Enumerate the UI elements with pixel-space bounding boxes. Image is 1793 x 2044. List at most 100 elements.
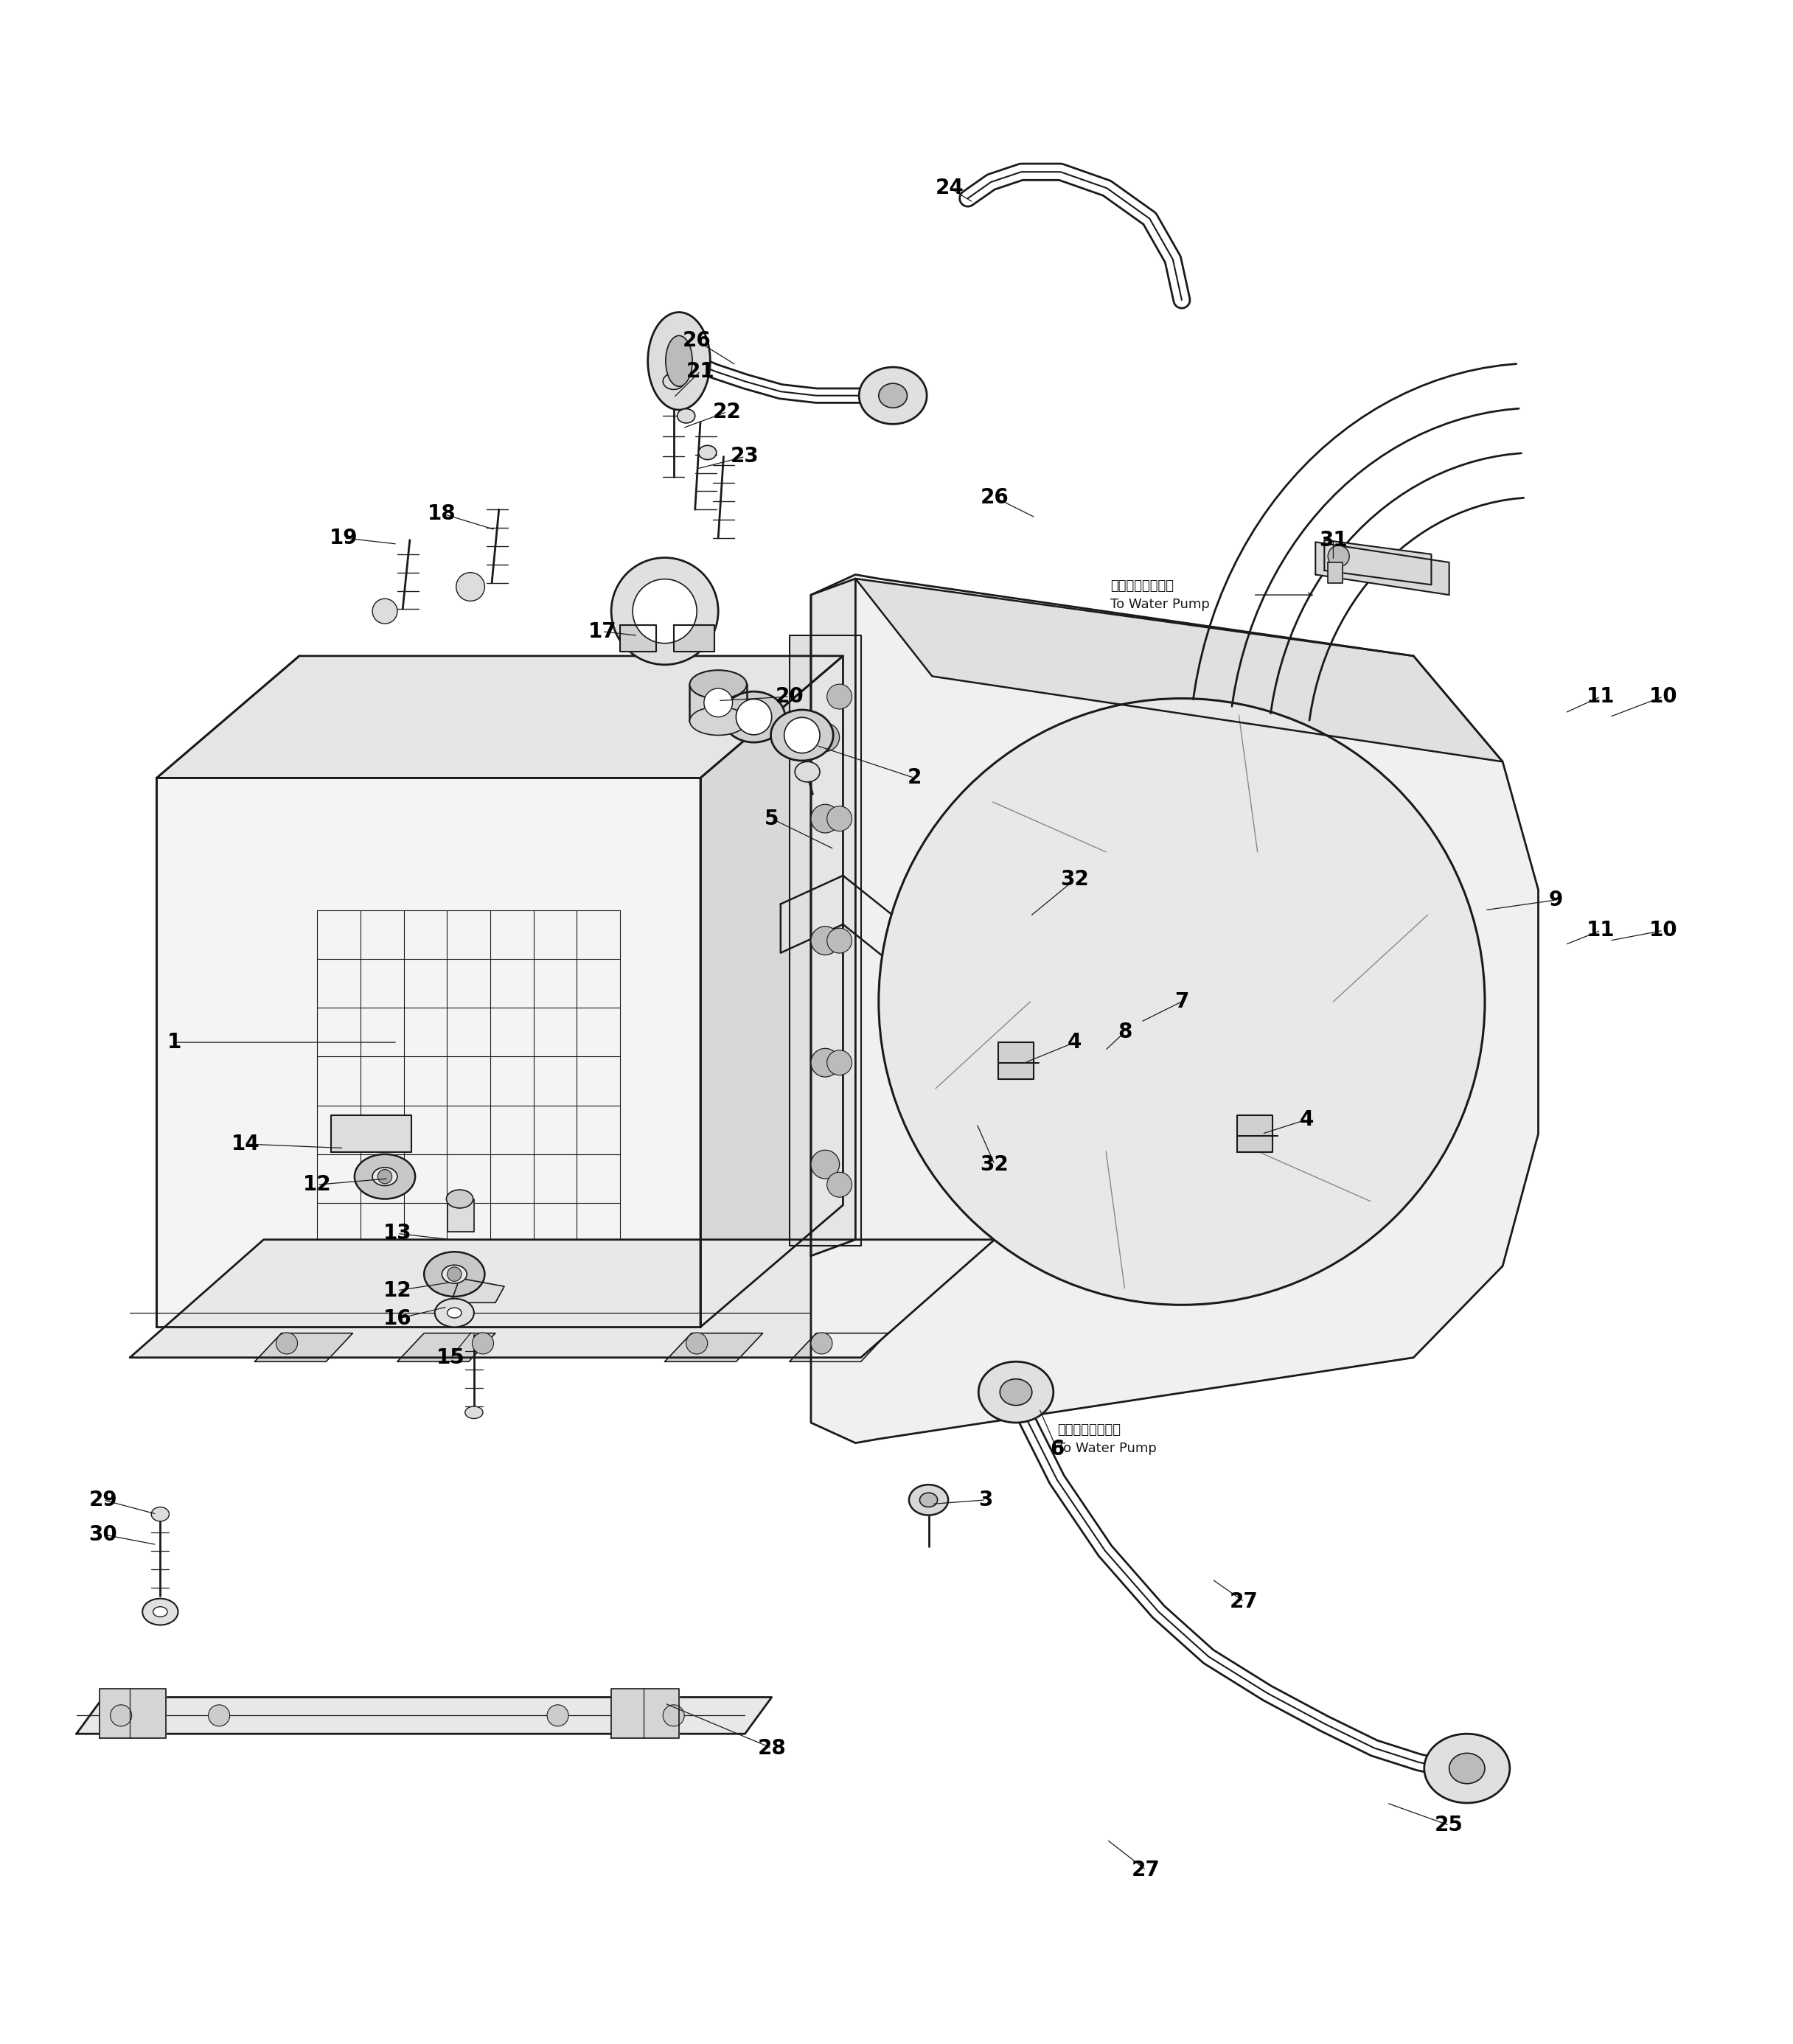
Polygon shape (620, 625, 656, 652)
Circle shape (373, 599, 398, 623)
Ellipse shape (425, 1251, 484, 1296)
Circle shape (810, 926, 839, 955)
Polygon shape (780, 875, 1004, 1010)
Ellipse shape (794, 762, 819, 783)
Text: 24: 24 (936, 178, 965, 198)
Polygon shape (129, 1239, 995, 1357)
Text: 12: 12 (384, 1280, 412, 1300)
Circle shape (687, 1333, 708, 1353)
Text: 16: 16 (384, 1308, 412, 1329)
Circle shape (810, 1049, 839, 1077)
Ellipse shape (647, 313, 710, 411)
Ellipse shape (434, 1298, 473, 1327)
Circle shape (705, 689, 733, 717)
Polygon shape (450, 1278, 504, 1302)
Text: 31: 31 (1320, 529, 1348, 550)
Polygon shape (810, 578, 855, 1255)
Ellipse shape (920, 1492, 938, 1506)
Circle shape (633, 578, 697, 644)
Polygon shape (999, 1042, 1035, 1079)
Circle shape (1329, 546, 1350, 566)
Polygon shape (701, 656, 843, 1327)
Text: 19: 19 (330, 527, 359, 548)
Ellipse shape (152, 1607, 167, 1617)
Polygon shape (1316, 542, 1449, 595)
Circle shape (378, 1169, 393, 1183)
Circle shape (547, 1705, 568, 1727)
Polygon shape (1325, 540, 1431, 585)
Ellipse shape (663, 374, 685, 390)
Circle shape (827, 1051, 852, 1075)
Polygon shape (100, 1688, 165, 1737)
Circle shape (737, 699, 771, 734)
Circle shape (810, 805, 839, 832)
Text: 26: 26 (683, 331, 712, 352)
Polygon shape (690, 685, 746, 722)
Polygon shape (332, 1116, 412, 1153)
Ellipse shape (464, 1406, 482, 1419)
Circle shape (208, 1705, 230, 1727)
Ellipse shape (723, 691, 785, 742)
Ellipse shape (979, 1361, 1052, 1423)
Text: 7: 7 (1174, 991, 1189, 1012)
Circle shape (879, 699, 1485, 1304)
Text: 1: 1 (167, 1032, 181, 1053)
Text: 8: 8 (1117, 1022, 1131, 1042)
Circle shape (827, 928, 852, 953)
Text: 15: 15 (436, 1347, 464, 1367)
Ellipse shape (690, 707, 746, 736)
Text: 30: 30 (90, 1525, 118, 1545)
Text: 20: 20 (775, 687, 803, 707)
Polygon shape (156, 779, 701, 1327)
Polygon shape (665, 1333, 762, 1361)
Ellipse shape (879, 384, 907, 409)
Ellipse shape (699, 446, 717, 460)
Circle shape (810, 1333, 832, 1353)
Text: 4: 4 (1067, 1032, 1081, 1053)
Polygon shape (789, 1333, 888, 1361)
Circle shape (810, 724, 839, 752)
Ellipse shape (441, 1265, 466, 1284)
Text: 3: 3 (979, 1490, 993, 1511)
Text: 12: 12 (303, 1175, 332, 1196)
Circle shape (446, 1267, 461, 1282)
Text: 27: 27 (1131, 1860, 1160, 1880)
Circle shape (111, 1705, 131, 1727)
Text: 25: 25 (1434, 1815, 1463, 1836)
Ellipse shape (373, 1167, 398, 1186)
Text: 28: 28 (757, 1737, 785, 1758)
Ellipse shape (665, 335, 692, 386)
Polygon shape (156, 656, 843, 779)
Ellipse shape (909, 1484, 948, 1515)
Text: ウォータポンプへ
To Water Pump: ウォータポンプへ To Water Pump (1110, 578, 1210, 611)
Text: 32: 32 (1060, 869, 1088, 889)
Circle shape (827, 685, 852, 709)
Text: 6: 6 (1051, 1439, 1063, 1459)
Circle shape (784, 717, 819, 752)
Ellipse shape (690, 670, 746, 699)
Text: 32: 32 (981, 1155, 1009, 1175)
Text: ウォータポンプへ
To Water Pump: ウォータポンプへ To Water Pump (1056, 1423, 1156, 1455)
Text: 11: 11 (1587, 687, 1615, 707)
Polygon shape (398, 1333, 495, 1361)
Text: 13: 13 (384, 1222, 412, 1245)
Text: 21: 21 (687, 362, 715, 382)
Polygon shape (255, 1333, 353, 1361)
Polygon shape (810, 574, 1538, 1443)
Text: 11: 11 (1587, 920, 1615, 940)
Ellipse shape (678, 409, 696, 423)
Polygon shape (446, 1200, 473, 1230)
Circle shape (472, 1333, 493, 1353)
Circle shape (810, 1151, 839, 1179)
Ellipse shape (859, 368, 927, 423)
Ellipse shape (1449, 1754, 1485, 1784)
Circle shape (827, 1171, 852, 1198)
Circle shape (455, 572, 484, 601)
Ellipse shape (142, 1598, 178, 1625)
Ellipse shape (1424, 1733, 1510, 1803)
Text: 10: 10 (1650, 920, 1676, 940)
Circle shape (611, 558, 719, 664)
Text: 27: 27 (1230, 1592, 1259, 1613)
Text: 18: 18 (429, 503, 455, 523)
Ellipse shape (446, 1190, 473, 1208)
